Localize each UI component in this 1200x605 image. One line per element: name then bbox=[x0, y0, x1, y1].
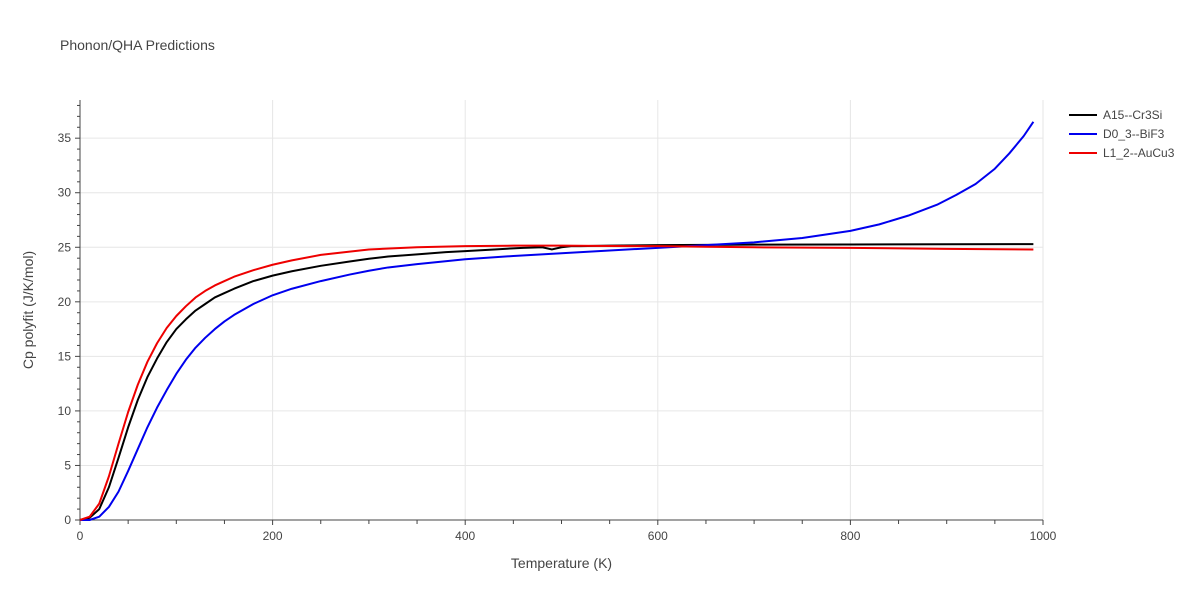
x-tick-label: 1000 bbox=[1030, 529, 1057, 543]
x-tick-label: 800 bbox=[840, 529, 860, 543]
legend-item[interactable]: L1_2--AuCu3 bbox=[1069, 146, 1175, 160]
y-tick-label: 15 bbox=[58, 349, 72, 363]
legend-label: L1_2--AuCu3 bbox=[1103, 146, 1175, 160]
axis-layer: 0 200 400 600 800 1000 0 5 10 15 20 25 30 35 bbox=[58, 100, 1057, 543]
grid-layer bbox=[80, 100, 1044, 520]
y-tick-label: 10 bbox=[58, 404, 72, 418]
y-tick-label: 35 bbox=[58, 131, 72, 145]
chart-title: Phonon/QHA Predictions bbox=[60, 37, 215, 53]
legend-item[interactable]: D0_3--BiF3 bbox=[1069, 127, 1165, 141]
x-tick-label: 400 bbox=[455, 529, 475, 543]
series-layer bbox=[79, 121, 1035, 521]
series-line-3 bbox=[79, 244, 1034, 521]
legend-label: A15--Cr3Si bbox=[1103, 108, 1162, 122]
y-tick-label: 25 bbox=[58, 240, 72, 254]
x-tick-label: 200 bbox=[263, 529, 283, 543]
y-tick-label: 20 bbox=[58, 295, 72, 309]
legend[interactable]: A15--Cr3Si D0_3--BiF3 L1_2--AuCu3 bbox=[1069, 108, 1175, 160]
legend-item[interactable]: A15--Cr3Si bbox=[1069, 108, 1162, 122]
y-axis-title: Cp polyfit (J/K/mol) bbox=[20, 251, 36, 369]
x-tick-label: 600 bbox=[648, 529, 668, 543]
series-line-1 bbox=[79, 243, 1034, 521]
y-tick-label: 0 bbox=[64, 513, 71, 527]
y-tick-label: 30 bbox=[58, 186, 72, 200]
legend-label: D0_3--BiF3 bbox=[1103, 127, 1165, 141]
y-tick-label: 5 bbox=[64, 458, 71, 472]
x-tick-label: 0 bbox=[77, 529, 84, 543]
series-line-2 bbox=[80, 121, 1035, 521]
x-axis-title: Temperature (K) bbox=[511, 555, 612, 571]
